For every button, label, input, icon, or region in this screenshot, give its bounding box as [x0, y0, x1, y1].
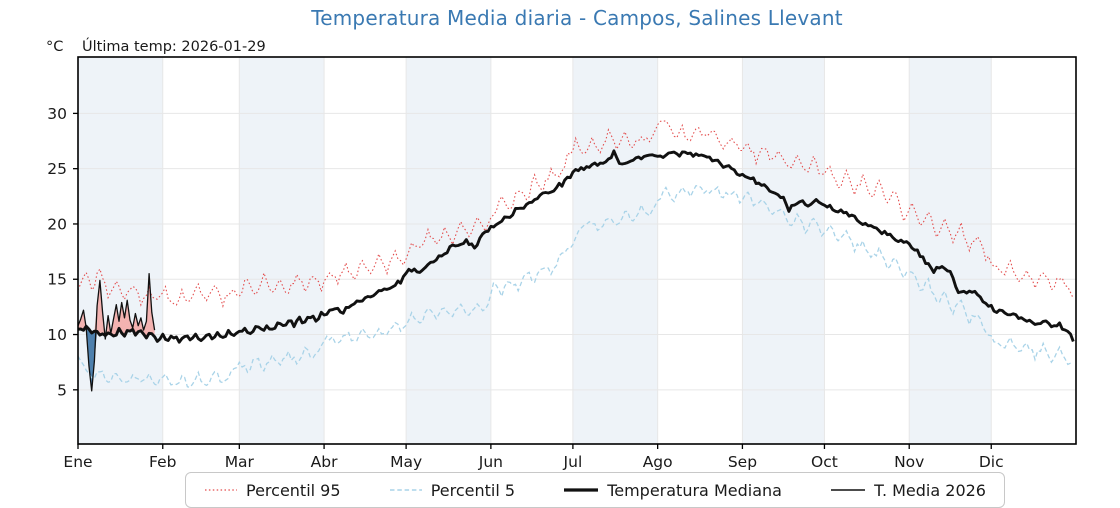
svg-text:Nov: Nov — [894, 453, 924, 471]
svg-text:25: 25 — [47, 160, 67, 178]
percentil-5-line-icon — [389, 489, 422, 491]
chart-title: Temperatura Media diaria - Campos, Salin… — [311, 6, 843, 30]
svg-text:Feb: Feb — [149, 453, 176, 471]
svg-text:Jun: Jun — [478, 453, 503, 471]
svg-text:Jul: Jul — [563, 453, 583, 471]
svg-text:Ago: Ago — [643, 453, 673, 471]
svg-text:Oct: Oct — [811, 453, 838, 471]
percentil-95-line-icon — [205, 489, 237, 491]
svg-text:20: 20 — [47, 215, 67, 233]
y-axis-unit-label: °C — [46, 39, 64, 55]
svg-text:10: 10 — [47, 326, 67, 344]
legend-label: Temperatura Mediana — [607, 480, 782, 500]
mediana-line-icon — [564, 488, 599, 492]
legend: Percentil 95 Percentil 5 Temperatura Med… — [185, 472, 1005, 508]
legend-label: T. Media 2026 — [874, 480, 986, 500]
svg-text:May: May — [390, 453, 422, 471]
svg-text:15: 15 — [47, 271, 67, 289]
svg-text:Ene: Ene — [63, 453, 92, 471]
legend-item-percentil-5: Percentil 5 — [389, 481, 515, 500]
svg-text:Mar: Mar — [225, 453, 255, 471]
legend-label: Percentil 5 — [430, 480, 516, 500]
legend-item-percentil-95: Percentil 95 — [204, 481, 341, 500]
svg-text:Abr: Abr — [311, 453, 338, 471]
svg-text:Sep: Sep — [728, 453, 757, 471]
media-2026-line-icon — [831, 489, 866, 491]
legend-item-media-2026: T. Media 2026 — [830, 481, 986, 500]
svg-text:Dic: Dic — [979, 453, 1004, 471]
svg-text:30: 30 — [47, 105, 67, 123]
svg-text:5: 5 — [57, 381, 67, 399]
last-temp-annotation: Última temp: 2026-01-29 — [82, 39, 266, 55]
legend-label: Percentil 95 — [246, 480, 341, 500]
legend-item-mediana: Temperatura Mediana — [563, 481, 782, 500]
